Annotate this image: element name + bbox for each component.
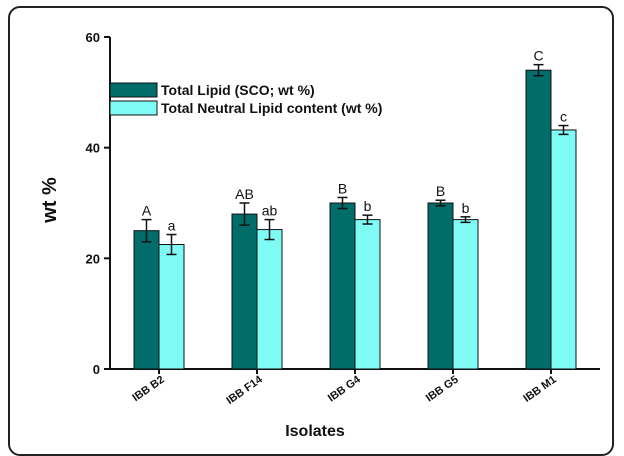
significance-letter: B — [436, 183, 445, 199]
y-tick-label: 0 — [93, 362, 100, 377]
significance-letter: a — [168, 218, 176, 234]
legend-label-total-lipid: Total Lipid (SCO; wt %) — [161, 82, 315, 98]
x-tick-label: IBB G5 — [424, 374, 461, 405]
x-tick-label: IBB G4 — [326, 373, 364, 404]
significance-letter: C — [533, 48, 543, 64]
bar-total-lipid — [329, 202, 356, 370]
x-tick-label: IBB F14 — [224, 373, 265, 407]
x-axis-label: Isolates — [285, 423, 345, 439]
legend-label-neutral-lipid: Total Neutral Lipid content (wt %) — [161, 100, 382, 116]
bar-total-lipid — [525, 69, 552, 370]
bar-neutral-lipid — [158, 244, 185, 370]
bar-total-lipid — [231, 213, 258, 370]
significance-letter: AB — [235, 186, 254, 202]
y-axis-label: wt % — [39, 177, 61, 224]
significance-letter: b — [462, 200, 470, 216]
bar-chart: 0 20 40 60 Aa AB ab Bb Bb Cc IBB B2 IBB F14 IBB G4… — [39, 30, 600, 439]
significance-letter: ab — [262, 203, 278, 219]
significance-letter: B — [338, 180, 347, 196]
bar-total-lipid — [133, 230, 160, 370]
significance-letter: A — [142, 203, 152, 219]
bar-total-lipid — [427, 202, 454, 370]
bar-neutral-lipid — [452, 219, 479, 370]
legend-swatch-total-lipid — [109, 82, 158, 98]
y-tick-label: 20 — [86, 251, 100, 266]
bar-neutral-lipid — [354, 219, 381, 370]
x-tick-label: IBB M1 — [521, 374, 558, 405]
legend: Total Lipid (SCO; wt %) Total Neutral Li… — [109, 82, 382, 116]
bar-neutral-lipid — [256, 229, 283, 370]
significance-letter: b — [364, 198, 372, 214]
significance-letter: c — [560, 109, 567, 125]
y-tick-label: 60 — [86, 30, 100, 45]
bars: Aa AB ab Bb Bb Cc — [133, 48, 577, 370]
y-ticks: 0 20 40 60 — [86, 30, 110, 377]
bar-neutral-lipid — [550, 129, 577, 370]
legend-swatch-neutral-lipid — [109, 100, 158, 116]
x-tick-labels: IBB B2 IBB F14 IBB G4 IBB G5 IBB M1 — [130, 369, 559, 407]
x-tick-label: IBB B2 — [130, 374, 166, 405]
y-tick-label: 40 — [86, 141, 100, 156]
